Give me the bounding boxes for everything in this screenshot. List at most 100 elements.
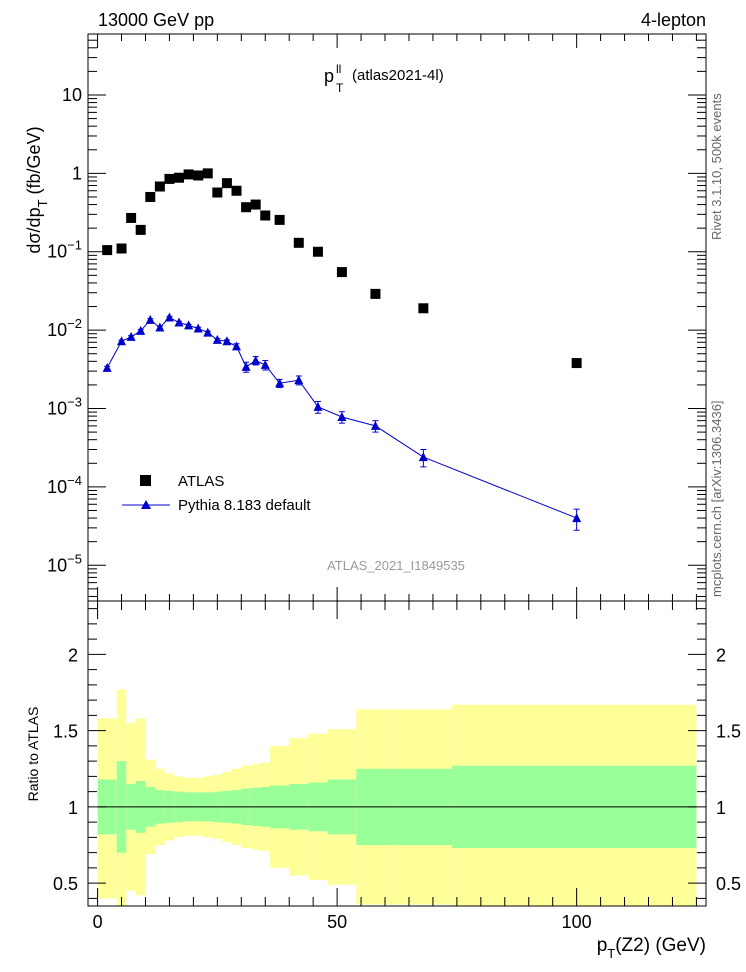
main-y-tick-label-0: 10 — [62, 85, 82, 105]
pythia-point — [136, 325, 146, 335]
atlas-point — [135, 224, 146, 235]
atlas-point — [116, 243, 127, 254]
pythia-point — [251, 355, 261, 365]
x-tick-label-1: 50 — [327, 912, 347, 932]
ratio-y-tick-label-left-0: 0.5 — [53, 874, 78, 894]
rivet-version-label: Rivet 3.1.10, 500k events — [709, 93, 724, 240]
pythia-point — [418, 452, 428, 462]
process-label: 4-lepton — [641, 10, 706, 30]
ratio-y-tick-label-left-1: 1 — [68, 798, 78, 818]
pythia-point — [337, 411, 347, 421]
main-y-label-main: dσ/dp — [24, 207, 44, 253]
pythia-point — [572, 513, 582, 523]
atlas-point — [193, 170, 204, 181]
tick-mantissa: 10 — [47, 555, 67, 575]
pythia-point — [164, 312, 174, 322]
x-label-sub: T — [607, 946, 615, 961]
plot-title-main: p — [324, 66, 334, 86]
tick-exponent: −2 — [67, 316, 82, 331]
tick-mantissa: 10 — [47, 399, 67, 419]
ratio-y-tick-label-right-3: 2 — [716, 645, 726, 665]
tick-exponent: −5 — [67, 551, 82, 566]
plot-title-sub: T — [336, 81, 344, 95]
pythia-point — [294, 375, 304, 385]
x-label-main: p — [597, 935, 608, 956]
atlas-point — [370, 288, 381, 299]
atlas-point — [231, 185, 242, 196]
x-tick-label-0: 0 — [93, 912, 103, 932]
pythia-point — [102, 362, 112, 372]
main-plot-frame — [87, 33, 707, 602]
main-y-label-sub: T — [35, 199, 50, 207]
x-label-rest: (Z2) (GeV) — [615, 935, 706, 956]
legend-pythia-label: Pythia 8.183 default — [178, 497, 311, 514]
pythia-point — [313, 401, 323, 411]
atlas-point — [126, 212, 137, 223]
atlas-point — [274, 214, 285, 225]
pythia-point — [222, 336, 232, 346]
plot-title-suffix: (atlas2021-4l) — [352, 67, 444, 84]
tick-exponent: −4 — [67, 473, 82, 488]
ratio-y-tick-label-right-2: 1.5 — [716, 722, 741, 742]
ratio-y-tick-label-left-3: 2 — [68, 645, 78, 665]
pythia-point — [212, 334, 222, 344]
legend-pythia-marker — [141, 500, 151, 509]
main-y-label-unit: (fb/GeV) — [24, 126, 44, 194]
atlas-point — [154, 181, 165, 192]
pythia-point — [232, 341, 242, 351]
atlas-point — [202, 168, 213, 179]
atlas-point — [102, 245, 113, 256]
ratio-bands — [97, 689, 697, 906]
ratio-y-tick-label-right-0: 0.5 — [716, 874, 741, 894]
main-y-tick-label-2: 10−1 — [47, 238, 82, 262]
pythia-point — [370, 420, 380, 430]
pythia-point — [193, 323, 203, 333]
pythia-point — [145, 314, 155, 324]
atlas-point — [571, 358, 582, 369]
legend-atlas-marker — [140, 475, 151, 486]
atlas-point — [164, 173, 175, 184]
pythia-point — [117, 336, 127, 346]
atlas-point — [212, 187, 223, 198]
ratio-y-tick-label-right-1: 1 — [716, 798, 726, 818]
pythia-point — [275, 378, 285, 388]
pythia-point — [260, 359, 270, 369]
atlas-point — [241, 202, 252, 213]
ratio-plot-frame — [87, 600, 707, 907]
atlas-series-points — [102, 168, 582, 369]
atlas-point — [174, 172, 185, 183]
atlas-point — [336, 267, 347, 278]
atlas-point — [293, 237, 304, 248]
plot-title-sup: ll — [336, 62, 341, 76]
analysis-watermark: ATLAS_2021_I1849535 — [327, 558, 465, 573]
atlas-point — [250, 199, 261, 210]
main-y-tick-label-6: 10−5 — [47, 551, 82, 575]
pythia-series-points — [102, 312, 582, 531]
main-y-tick-label-3: 10−2 — [47, 316, 82, 340]
atlas-point — [418, 303, 429, 314]
pythia-point — [155, 322, 165, 332]
ratio-y-tick-label-left-2: 1.5 — [53, 722, 78, 742]
pythia-point — [241, 361, 251, 371]
mcplots-label: mcplots.cern.ch [arXiv:1306.3436] — [709, 400, 724, 597]
tick-exponent: −3 — [67, 395, 82, 410]
pythia-point — [203, 327, 213, 337]
atlas-point — [260, 210, 271, 221]
tick-mantissa: 10 — [47, 242, 67, 262]
atlas-point — [145, 191, 156, 202]
main-y-tick-label-5: 10−4 — [47, 473, 82, 497]
atlas-point — [221, 178, 232, 189]
ratio-axis-ticks: 0.5 0.5 1 1 1.5 1.5 2 2 0 50 100 — [53, 601, 741, 932]
pythia-point — [126, 331, 136, 341]
tick-mantissa: 10 — [47, 477, 67, 497]
x-axis-label: pT(Z2) (GeV) — [597, 935, 706, 961]
energy-label: 13000 GeV pp — [98, 10, 214, 30]
main-y-tick-label-4: 10−3 — [47, 395, 82, 419]
tick-exponent: −1 — [67, 238, 82, 253]
atlas-point — [312, 246, 323, 257]
main-y-axis-label: dσ/dpT (fb/GeV) — [24, 126, 50, 253]
tick-mantissa: 10 — [47, 320, 67, 340]
pythia-point — [174, 317, 184, 327]
